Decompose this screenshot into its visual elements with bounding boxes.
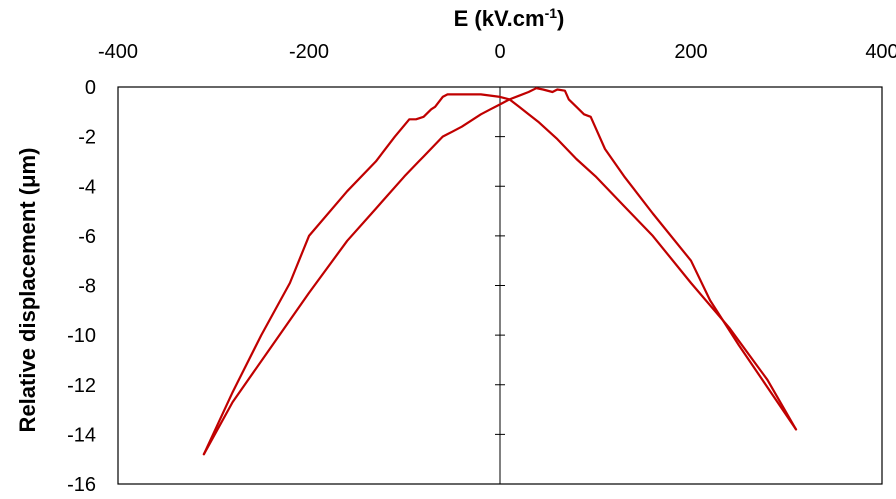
y-tick-labels: 0 -2 -4 -6 -8 -10 -12 -14 -16 — [67, 77, 96, 496]
y-axis-center-line — [495, 86, 505, 485]
series-line-1 — [202, 87, 798, 456]
y-tick-label: -4 — [78, 176, 96, 198]
x-tick-label: 200 — [674, 41, 707, 63]
x-tick-label: 0 — [494, 41, 505, 63]
x-axis-title-close: ) — [557, 6, 564, 31]
x-axis-title: E (kV.cm-1) — [454, 5, 565, 31]
x-tick-label: -200 — [289, 41, 329, 63]
y-axis-title: Relative displacement (μm) — [15, 148, 40, 433]
y-tick-label: -8 — [78, 276, 96, 298]
y-tick-label: 0 — [85, 77, 96, 99]
y-tick-label: -16 — [67, 474, 96, 496]
x-axis-title-main: E (kV.cm — [454, 6, 545, 31]
x-tick-label: -400 — [98, 41, 138, 63]
y-tick-label: -2 — [78, 127, 96, 149]
series-line-2 — [202, 93, 798, 456]
x-axis-title-sup: -1 — [545, 5, 558, 21]
series-group — [202, 87, 798, 456]
x-tick-label: 400 — [865, 41, 896, 63]
x-tick-labels: -400 -200 0 200 400 — [98, 41, 896, 63]
y-tick-label: -14 — [67, 424, 96, 446]
y-tick-label: -10 — [67, 325, 96, 347]
y-tick-label: -12 — [67, 375, 96, 397]
y-tick-label: -6 — [78, 226, 96, 248]
